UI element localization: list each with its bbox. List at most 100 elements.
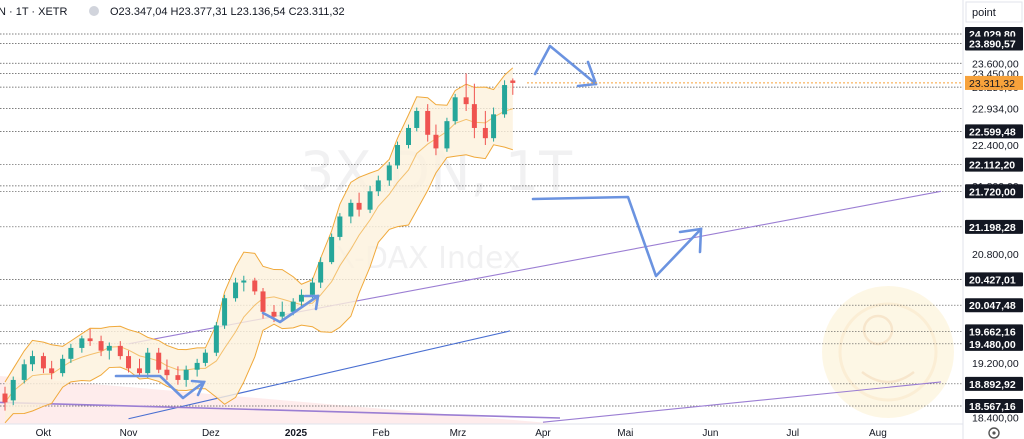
candle-body xyxy=(233,282,239,299)
price-level-label: 19.662,16 xyxy=(969,326,1016,338)
candle-body xyxy=(126,356,132,369)
trendline xyxy=(542,381,942,423)
candle-body xyxy=(10,379,16,401)
candle-body xyxy=(375,180,381,192)
price-level-tag xyxy=(965,124,1023,139)
arrow-small-mid xyxy=(261,294,320,324)
bollinger-lower xyxy=(4,144,513,424)
candle-body xyxy=(491,114,497,139)
arrow-small-mid-head xyxy=(303,294,320,311)
candle-body xyxy=(241,280,247,283)
time-tick-label: Dez xyxy=(202,428,220,439)
ohlc-values: O23.347,04 H23.377,31 L23.136,54 C23.311… xyxy=(110,6,345,18)
candle-body xyxy=(318,262,324,283)
arrow-middle-head xyxy=(678,227,703,254)
trendline xyxy=(128,330,511,420)
candle-body xyxy=(279,311,285,317)
candle-body xyxy=(414,110,420,128)
price-level-label: 21.198,28 xyxy=(969,222,1016,234)
arrow-top xyxy=(533,44,598,86)
settings-gear-icon[interactable] xyxy=(988,427,1000,439)
candle-body xyxy=(68,347,74,359)
candle-body xyxy=(482,127,488,139)
candle-body xyxy=(502,85,508,115)
candle-body xyxy=(21,364,27,380)
time-tick-label: Feb xyxy=(372,428,390,439)
price-tick-label: 20.800,00 xyxy=(972,249,1019,261)
candle-body xyxy=(49,368,55,374)
price-tick-label: 22.934,00 xyxy=(972,104,1019,116)
candle-body xyxy=(337,216,343,237)
candle-body xyxy=(405,127,411,145)
candle-body xyxy=(194,362,200,370)
arrow-bottom-head xyxy=(190,379,206,397)
candle-body xyxy=(117,345,123,357)
time-tick-label: Nov xyxy=(120,428,138,439)
brand-logo xyxy=(822,286,954,418)
candle-body xyxy=(463,97,469,105)
candle-body xyxy=(444,121,450,149)
candle-body xyxy=(202,352,208,363)
price-level-tag xyxy=(965,399,1023,413)
price-level-label: 20.047,48 xyxy=(969,300,1016,312)
bollinger-fill xyxy=(5,67,513,423)
price-level-tag xyxy=(965,376,1023,391)
candle-body xyxy=(156,352,162,370)
candle-body xyxy=(356,202,362,210)
price-level-tag xyxy=(965,36,1023,51)
candle-body xyxy=(183,369,189,380)
time-tick-label: Mrz xyxy=(450,428,467,439)
price-level-label: 23.890,57 xyxy=(969,38,1016,50)
price-tick-label: 19.200,00 xyxy=(972,358,1019,370)
candle-body xyxy=(395,144,401,166)
bollinger-basis xyxy=(4,108,513,403)
last-price-tag xyxy=(965,75,1023,90)
time-tick-label: Aug xyxy=(869,428,887,439)
candle-body xyxy=(2,393,8,403)
price-level-label: 22.112,20 xyxy=(969,160,1015,172)
market-status-icon xyxy=(89,6,99,16)
trendline-lower xyxy=(0,401,561,419)
candle-body xyxy=(98,341,104,351)
candle-body xyxy=(298,294,304,302)
price-unit-label: point xyxy=(972,7,996,19)
price-axis-panel[interactable] xyxy=(963,0,1024,424)
bollinger-upper xyxy=(4,67,514,383)
candle-body xyxy=(60,358,66,374)
candle-body xyxy=(87,338,93,342)
candle-body xyxy=(471,104,477,128)
candle-body xyxy=(271,311,277,317)
price-level-label: 18.892,92 xyxy=(969,379,1016,391)
candle-body xyxy=(309,282,315,295)
price-level-tag xyxy=(965,324,1023,339)
candle-body xyxy=(329,236,335,263)
shaded-zone xyxy=(0,376,560,424)
price-level-label: 18.567,16 xyxy=(969,401,1016,413)
candle-body xyxy=(260,291,266,312)
symbol-info[interactable]: N · 1T · XETR xyxy=(0,6,68,18)
time-tick-label: Jul xyxy=(786,428,799,439)
candle-body xyxy=(40,356,46,369)
price-level-tag xyxy=(965,298,1023,313)
candle-body xyxy=(79,338,85,348)
price-level-tag xyxy=(965,336,1023,351)
candle-body xyxy=(348,202,354,217)
time-tick-label: Jun xyxy=(702,428,718,439)
unit-button[interactable] xyxy=(965,1,1023,23)
candle-body xyxy=(145,352,151,374)
candle-body xyxy=(433,134,439,149)
price-level-label: 20.427,01 xyxy=(969,274,1016,286)
price-level-label: 22.599,48 xyxy=(969,126,1016,138)
price-tick-label: 18.400,00 xyxy=(972,412,1019,424)
candle-body xyxy=(386,165,392,181)
price-level-label: 21.720,00 xyxy=(969,186,1016,198)
price-level-tag xyxy=(965,184,1023,199)
arrow-top-head xyxy=(576,82,598,88)
candle-body xyxy=(164,369,170,376)
candle-body xyxy=(106,345,112,351)
price-level-tag xyxy=(965,219,1023,234)
candle-body xyxy=(290,301,296,312)
hand-drawn-arrows xyxy=(114,44,703,400)
price-level-label: 19.480,00 xyxy=(969,339,1016,351)
